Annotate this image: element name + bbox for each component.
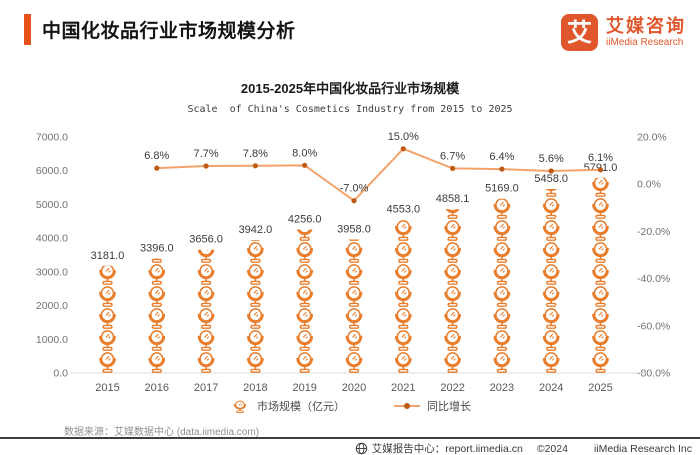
bar-2017	[196, 249, 216, 373]
right-axis-tick: -40.0%	[637, 273, 670, 285]
bar-value-label: 4256.0	[288, 214, 322, 226]
footer-report-center: 艾媒报告中心：report.iimedia.cn	[355, 441, 523, 455]
x-axis-label: 2024	[539, 382, 563, 394]
left-axis-tick: 7000.0	[36, 132, 68, 144]
bar-2022	[443, 209, 462, 373]
globe-icon	[355, 442, 367, 455]
growth-point	[252, 163, 258, 169]
growth-point	[351, 198, 357, 204]
line-marker-icon	[394, 403, 420, 409]
bar-value-label: 4858.1	[436, 193, 470, 205]
growth-value-label: 5.6%	[539, 153, 564, 165]
growth-value-label: 6.8%	[144, 150, 169, 162]
chart-titles: 2015-2025年中国化妆品行业市场规模 Scale of China's C…	[0, 78, 700, 115]
bar-value-label: 4553.0	[386, 203, 420, 215]
left-axis-tick: 0.0	[53, 368, 68, 380]
growth-point	[450, 165, 456, 171]
growth-line	[156, 147, 601, 203]
bar-2016	[147, 258, 167, 373]
bar-value-label: 3181.0	[91, 250, 125, 262]
x-axis-label: 2019	[292, 382, 316, 394]
x-axis-label: 2020	[342, 382, 366, 394]
growth-value-label: 6.4%	[489, 151, 514, 163]
bar-value-label: 3656.0	[189, 234, 223, 246]
growth-point	[302, 162, 308, 168]
bar-2023	[492, 198, 512, 374]
x-axis-label: 2023	[490, 382, 514, 394]
bar-value-label: 3958.0	[337, 224, 371, 236]
footer-company: iiMedia Research Inc	[593, 442, 692, 455]
left-axis-tick: 6000.0	[36, 165, 68, 177]
chart-subtitle: Scale of China's Cosmetics Industry from…	[187, 104, 513, 115]
legend-item-market-scale: 市场规模（亿元）	[229, 398, 345, 414]
bar-2020	[344, 239, 364, 374]
bar-2025	[591, 177, 610, 373]
growth-point	[154, 165, 160, 171]
bar-2021	[394, 219, 413, 373]
left-axis-tick: 3000.0	[36, 266, 68, 278]
left-axis-tick: 5000.0	[36, 199, 68, 211]
legend-label-growth: 同比增长	[427, 401, 471, 413]
page-title: 中国化妆品行业市场规模分析	[42, 21, 296, 42]
growth-point	[597, 167, 604, 173]
growth-value-label: 6.1%	[588, 152, 613, 164]
bar-2015	[98, 265, 117, 373]
legend-item-growth: 同比增长	[393, 398, 471, 414]
bar-2019	[295, 229, 314, 374]
left-axis-tick: 1000.0	[36, 334, 68, 346]
footer-divider	[0, 437, 700, 439]
accent-bar	[24, 14, 31, 45]
x-axis-label: 2025	[588, 382, 612, 394]
chart-legend: 市场规模（亿元） 同比增长	[0, 398, 700, 414]
x-axis-label: 2018	[243, 382, 267, 394]
growth-point	[548, 168, 554, 174]
bar-value-label: 5458.0	[534, 173, 568, 185]
bar-value-label: 3396.0	[140, 243, 174, 255]
growth-value-label: 15.0%	[388, 131, 419, 143]
growth-point	[499, 166, 505, 172]
footer-copyright: ©2024	[536, 442, 568, 455]
right-axis-tick: 20.0%	[637, 132, 667, 144]
market-scale-chart: 7000.0 6000.0 5000.0 4000.0 3000.0 2000.0 1000…	[36, 131, 670, 394]
growth-value-label: -7.0%	[340, 183, 369, 195]
logo-name-cn: 艾媒咨询	[606, 16, 686, 36]
logo-name-en: iiMedia Research	[606, 37, 684, 48]
right-axis-tick: -20.0%	[637, 226, 670, 238]
x-axis-label: 2022	[440, 382, 464, 394]
title-wrap: 中国化妆品行业市场规模分析	[24, 14, 296, 45]
iimedia-logo-icon: 艾	[561, 14, 598, 51]
growth-value-label: 6.7%	[440, 150, 465, 162]
footer-report-center-label: 艾媒报告中心：report.iimedia.cn	[371, 443, 523, 455]
x-axis-label: 2015	[95, 382, 119, 394]
mirror-icon	[233, 399, 247, 413]
bar-2018	[246, 240, 265, 374]
left-axis-tick: 4000.0	[36, 233, 68, 245]
growth-point	[203, 163, 209, 169]
legend-label-market-scale: 市场规模（亿元）	[257, 401, 345, 413]
footer: 艾媒报告中心：report.iimedia.cn ©2024 iiMedia R…	[355, 441, 692, 455]
right-axis-tick: -60.0%	[637, 320, 670, 332]
bar-value-label: 5169.0	[485, 183, 519, 195]
left-axis-tick: 2000.0	[36, 300, 68, 312]
header: 中国化妆品行业市场规模分析 艾 艾媒咨询 iiMedia Research	[24, 14, 686, 51]
growth-point	[400, 146, 406, 152]
chart-title: 2015-2025年中国化妆品行业市场规模	[240, 81, 460, 96]
iimedia-logo: 艾 艾媒咨询 iiMedia Research	[561, 14, 686, 51]
right-axis-tick: 0.0%	[637, 179, 661, 191]
bar-2024	[542, 188, 561, 373]
growth-value-label: 7.8%	[243, 148, 268, 160]
right-axis-tick: -80.0%	[637, 368, 670, 380]
x-axis-label: 2021	[391, 382, 415, 394]
source-note: 数据来源：艾媒数据中心 (data.iimedia.com)	[64, 427, 260, 438]
growth-value-label: 7.7%	[194, 148, 219, 160]
bar-value-label: 3942.0	[239, 224, 273, 236]
x-axis-label: 2017	[194, 382, 218, 394]
logo-text: 艾媒咨询 iiMedia Research	[606, 16, 686, 49]
growth-value-label: 8.0%	[292, 147, 317, 159]
x-axis-label: 2016	[145, 382, 169, 394]
